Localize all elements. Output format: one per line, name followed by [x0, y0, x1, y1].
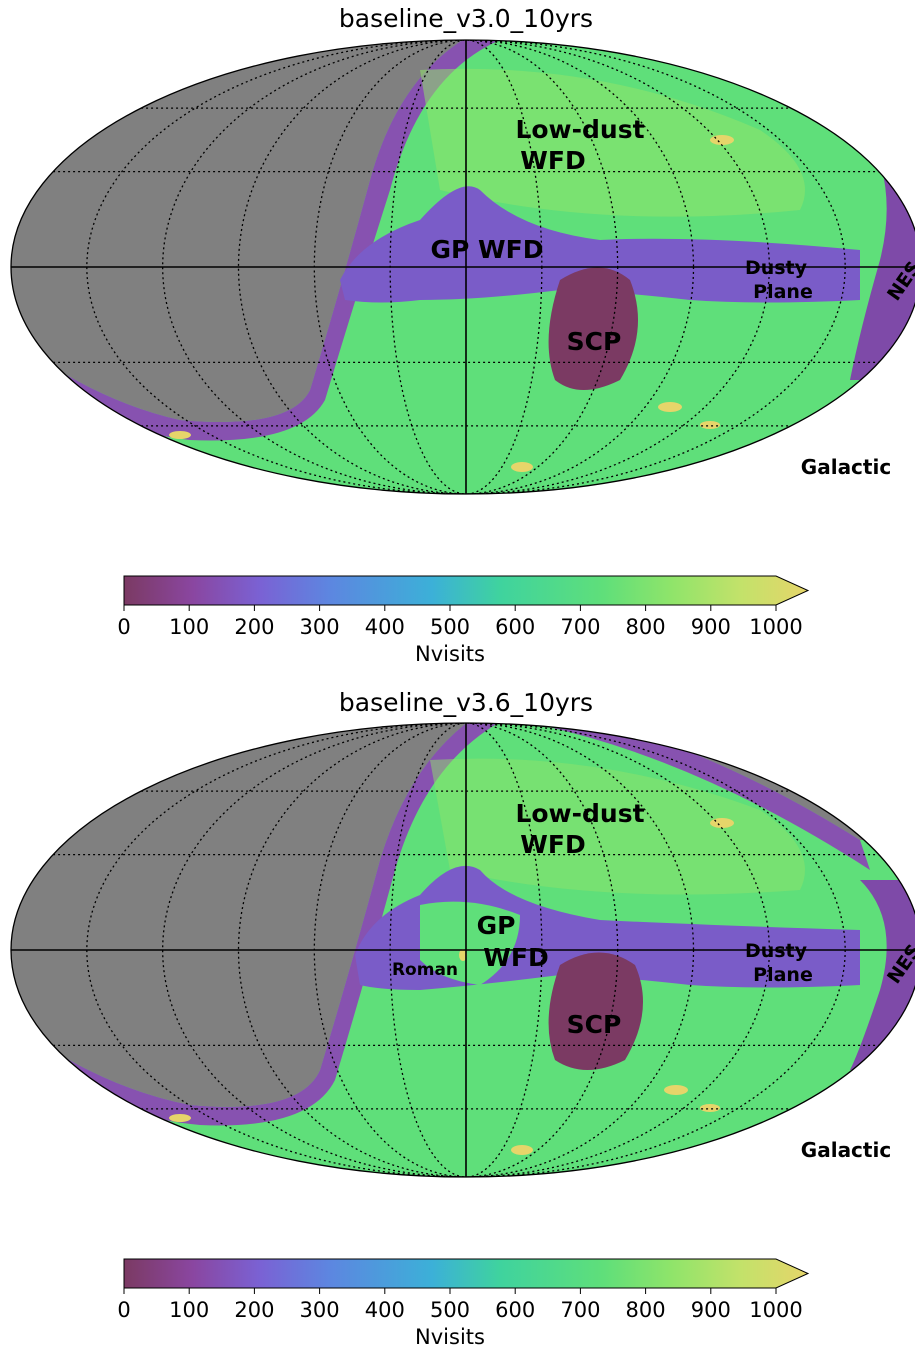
colorbar: 0 100 200 300 400 500 600 700 800 900 1000 Nvisits [117, 1258, 810, 1348]
unobserved-region [11, 40, 480, 422]
label-roman: Roman [392, 960, 458, 980]
colorbar-tick-label: 900 [691, 615, 731, 639]
colorbar-tick-label: 600 [495, 1298, 535, 1322]
map-panel-1: baseline_v3.0_10yrs Lo [10, 4, 915, 666]
galactic-plane-band [340, 186, 860, 303]
colorbar-ticks: 0 100 200 300 400 500 600 700 800 900 1000 [117, 605, 803, 639]
map-title: baseline_v3.0_10yrs [339, 4, 593, 33]
ddf-spot [511, 1145, 533, 1155]
label-dusty: Dusty [745, 257, 808, 279]
colorbar-tick-label: 1000 [749, 1298, 802, 1322]
colorbar-tick-label: 200 [234, 615, 274, 639]
label-scp: SCP [567, 1010, 622, 1039]
colorbar-tick-label: 0 [117, 1298, 130, 1322]
colorbar-tick-label: 300 [300, 1298, 340, 1322]
label-gp-wfd: WFD [483, 943, 548, 972]
map-panel-2: baseline_v3.6_10yrs Low-dust WFD [10, 688, 915, 1348]
colorbar-tick-label: 800 [626, 1298, 666, 1322]
ddf-spot [710, 135, 734, 145]
colorbar-tick-label: 500 [430, 1298, 470, 1322]
ddf-spot [511, 462, 533, 472]
colorbar-tick-label: 300 [300, 615, 340, 639]
ddf-spot [169, 1114, 191, 1122]
colorbar-tick-label: 700 [560, 1298, 600, 1322]
colorbar-tick-label: 1000 [749, 615, 802, 639]
scp-region [548, 952, 643, 1070]
low-dust-wfd-field [420, 68, 805, 217]
colorbar-tick-label: 500 [430, 615, 470, 639]
colorbar: 0 100 200 300 400 500 600 700 800 900 1000 Nvisits [117, 575, 810, 666]
colorbar-gradient [123, 575, 810, 606]
colorbar-tick-label: 100 [169, 1298, 209, 1322]
colorbar-tick-label: 200 [234, 1298, 274, 1322]
label-wfd: WFD [520, 830, 585, 859]
map-title: baseline_v3.6_10yrs [339, 688, 593, 717]
edge-band [11, 723, 500, 1126]
label-galactic: Galactic [801, 455, 891, 479]
label-gp-wfd: GP WFD [431, 235, 544, 264]
colorbar-tick-label: 0 [117, 615, 130, 639]
gp-wfd-field [420, 901, 520, 985]
colorbar-tick-label: 100 [169, 615, 209, 639]
ddf-spot [169, 431, 191, 439]
ddf-spot [664, 1085, 688, 1095]
colorbar-gradient [123, 1258, 810, 1289]
ddf-spot [700, 421, 720, 429]
label-low-dust: Low-dust [515, 799, 644, 828]
label-galactic: Galactic [801, 1138, 891, 1162]
colorbar-tick-label: 900 [691, 1298, 731, 1322]
colorbar-tick-label: 400 [365, 615, 405, 639]
label-low-dust: Low-dust [515, 115, 644, 144]
ddf-spot [658, 402, 682, 412]
ddf-spot [710, 818, 734, 828]
label-scp: SCP [567, 327, 622, 356]
low-dust-wfd-field [430, 758, 805, 895]
colorbar-tick-label: 700 [560, 615, 600, 639]
ddf-spot [700, 1104, 720, 1112]
colorbar-label: Nvisits [415, 1325, 485, 1348]
colorbar-tick-label: 800 [626, 615, 666, 639]
colorbar-ticks: 0 100 200 300 400 500 600 700 800 900 1000 [117, 1288, 803, 1322]
label-plane: Plane [753, 281, 813, 303]
colorbar-tick-label: 400 [365, 1298, 405, 1322]
label-gp: GP [477, 911, 516, 940]
label-dusty: Dusty [745, 940, 808, 962]
colorbar-label: Nvisits [415, 642, 485, 666]
label-plane: Plane [753, 964, 813, 986]
label-wfd: WFD [520, 146, 585, 175]
colorbar-tick-label: 600 [495, 615, 535, 639]
unobserved-region [11, 723, 480, 1107]
roman-field-spot [459, 949, 467, 961]
